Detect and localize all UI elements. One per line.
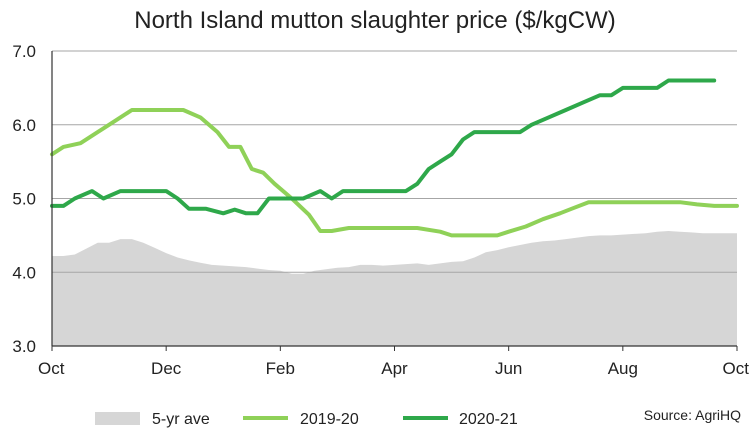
x-tick-label: Jun (495, 359, 522, 378)
x-tick-label: Oct (38, 359, 65, 378)
x-tick-label: Feb (266, 359, 295, 378)
y-tick-label: 7.0 (12, 42, 36, 61)
line-layer (50, 78, 739, 238)
chart-title: North Island mutton slaughter price ($/k… (134, 7, 616, 34)
series-line-2019-20 (50, 108, 739, 238)
y-tick-label: 3.0 (12, 337, 36, 356)
y-tick-label: 6.0 (12, 116, 36, 135)
series-line-2020-21 (50, 78, 717, 216)
x-tick-label: Aug (608, 359, 638, 378)
legend-label: 2019-20 (300, 411, 359, 428)
axis-layer: 3.0 4.0 5.0 6.0 7.0 Oct Dec Feb Apr Jun Aug Oct (12, 42, 749, 378)
legend-label: 2020-21 (459, 411, 518, 428)
y-tick-label: 4.0 (12, 263, 36, 282)
x-tick-label: Apr (381, 359, 408, 378)
legend-label: 5-yr ave (152, 411, 210, 428)
x-tick-label: Oct (723, 359, 750, 378)
legend-swatch-5yr-ave (95, 412, 140, 425)
x-tick-label: Dec (151, 359, 182, 378)
y-tick-label: 5.0 (12, 190, 36, 209)
grid-layer (52, 50, 737, 273)
legend: 5-yr ave 2019-20 2020-21 (95, 411, 518, 428)
source-note: Source: AgriHQ (644, 407, 741, 423)
area-layer (52, 231, 737, 346)
series-area-5yr-ave (52, 231, 737, 346)
